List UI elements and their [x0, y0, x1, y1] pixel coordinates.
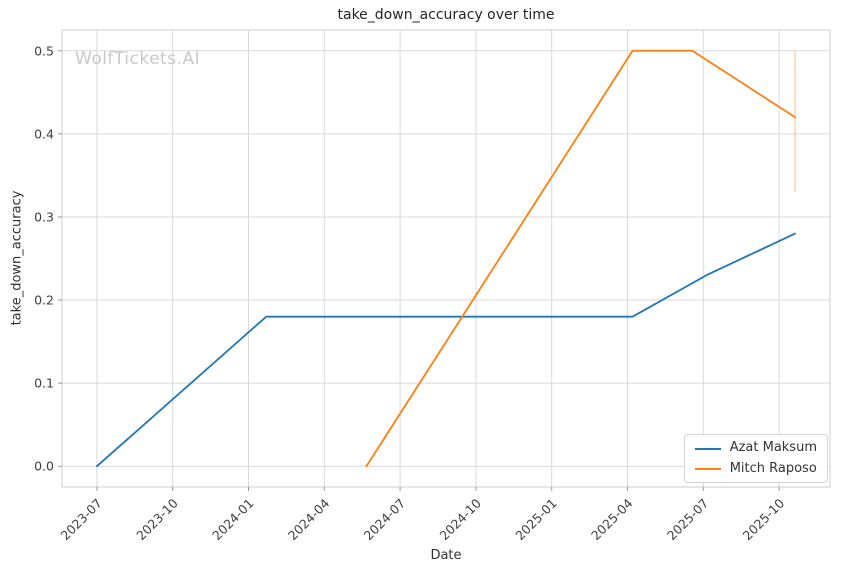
y-tick-label: 0.5	[34, 43, 54, 58]
x-tick-label: 2025-10	[740, 495, 788, 543]
y-tick-label: 0.4	[34, 126, 54, 141]
y-tick-label: 0.1	[34, 376, 54, 391]
legend: Azat Maksum Mitch Raposo	[683, 434, 828, 483]
y-tick-label: 0.0	[34, 459, 54, 474]
y-axis-label: take_down_accuracy	[9, 190, 25, 326]
x-tick-label: 2024-04	[285, 495, 333, 543]
x-tick-label: 2025-04	[588, 495, 636, 543]
x-tick-label: 2023-07	[57, 496, 105, 544]
legend-line-swatch-mitch-raposo	[694, 467, 721, 470]
y-tick-label: 0.2	[34, 293, 54, 308]
x-tick-label: 2025-01	[512, 496, 560, 544]
legend-line-swatch-azat-maksum	[694, 447, 721, 450]
series-line-mitch-raposo	[365, 49, 796, 468]
x-tick-label: 2023-10	[133, 495, 181, 543]
plot-border	[61, 29, 831, 488]
legend-item-mitch-raposo: Mitch Raposo	[694, 460, 817, 476]
legend-label-mitch-raposo: Mitch Raposo	[729, 460, 817, 476]
x-tick-label: 2024-01	[209, 496, 257, 544]
x-axis-label: Date	[430, 548, 462, 563]
x-tick-label: 2024-10	[436, 495, 484, 543]
legend-item-azat-maksum: Azat Maksum	[694, 440, 817, 456]
y-tick-label: 0.3	[34, 209, 54, 224]
chart-title: take_down_accuracy over time	[337, 7, 555, 23]
legend-label-azat-maksum: Azat Maksum	[729, 440, 817, 456]
x-tick-label: 2025-07	[664, 496, 712, 544]
series-line-azat-maksum	[96, 232, 796, 468]
x-tick-label: 2024-07	[361, 496, 409, 544]
watermark-text: WolfTickets.AI	[75, 49, 201, 69]
